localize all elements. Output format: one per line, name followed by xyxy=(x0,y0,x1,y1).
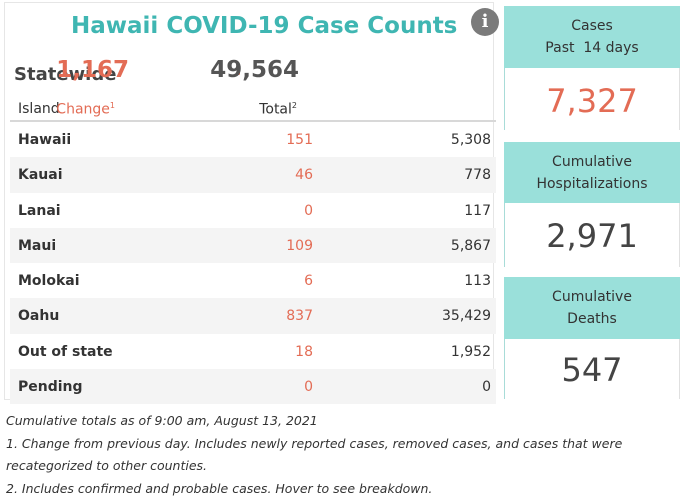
island-name: Kauai xyxy=(18,167,63,183)
total-value: 113 xyxy=(464,273,491,289)
total-value: 5,308 xyxy=(451,132,491,148)
kpi-cases-header: Cases Past 14 days xyxy=(504,6,680,68)
table-row[interactable]: Pending 0 0 xyxy=(10,369,496,404)
kpi-deaths-value: 547 xyxy=(504,339,680,399)
kpi-hospitalizations-subtitle: Hospitalizations xyxy=(504,173,680,195)
table-row[interactable]: Hawaii 151 5,308 xyxy=(10,122,496,157)
island-name: Pending xyxy=(18,379,83,395)
kpi-cases-value: 7,327 xyxy=(504,68,680,130)
footnote-as-of: Cumulative totals as of 9:00 am, August … xyxy=(6,410,682,433)
total-value: 1,952 xyxy=(451,344,491,360)
info-icon[interactable]: i xyxy=(471,8,499,36)
footnote-marker-1: 1 xyxy=(110,101,115,110)
statewide-total[interactable]: 49,564 xyxy=(210,57,299,83)
island-name: Hawaii xyxy=(18,132,71,148)
kpi-hospitalizations-value: 2,971 xyxy=(504,203,680,267)
table-row[interactable]: Oahu 837 35,429 xyxy=(10,298,496,333)
total-value: 117 xyxy=(464,203,491,219)
column-header-island[interactable]: Island xyxy=(18,101,60,117)
table-row[interactable]: Molokai 6 113 xyxy=(10,263,496,298)
kpi-deaths-subtitle: Deaths xyxy=(504,308,680,330)
change-value: 151 xyxy=(286,132,313,148)
statewide-change[interactable]: 1,167 xyxy=(56,57,129,83)
change-value: 18 xyxy=(295,344,313,360)
column-header-island-label: Island xyxy=(18,101,60,117)
total-value: 35,429 xyxy=(442,308,491,324)
island-name: Maui xyxy=(18,238,56,254)
column-header-total[interactable]: Total2 xyxy=(259,101,297,118)
kpi-deaths-header: Cumulative Deaths xyxy=(504,277,680,339)
column-header-change[interactable]: Change1 xyxy=(56,101,115,118)
change-value: 837 xyxy=(286,308,313,324)
island-name: Lanai xyxy=(18,203,61,219)
kpi-hospitalizations-title: Cumulative xyxy=(504,151,680,173)
table-row[interactable]: Lanai 0 117 xyxy=(10,193,496,228)
island-name: Molokai xyxy=(18,273,80,289)
change-value: 0 xyxy=(304,379,313,395)
column-header-total-label: Total xyxy=(259,102,292,118)
kpi-cases-14-days[interactable]: Cases Past 14 days 7,327 xyxy=(504,6,680,130)
kpi-cases-subtitle: Past 14 days xyxy=(504,37,680,59)
table-row[interactable]: Out of state 18 1,952 xyxy=(10,334,496,369)
footnote-1-continued: recategorized to other counties. xyxy=(6,455,682,478)
footnote-marker-2: 2 xyxy=(292,101,297,110)
footnote-1: 1. Change from previous day. Includes ne… xyxy=(6,433,682,456)
island-name: Oahu xyxy=(18,308,59,324)
kpi-hospitalizations-header: Cumulative Hospitalizations xyxy=(504,142,680,203)
kpi-deaths-title: Cumulative xyxy=(504,286,680,308)
change-value: 109 xyxy=(286,238,313,254)
footnote-2: 2. Includes confirmed and probable cases… xyxy=(6,478,682,500)
footnotes: Cumulative totals as of 9:00 am, August … xyxy=(6,410,682,500)
table-row[interactable]: Kauai 46 778 xyxy=(10,157,496,192)
kpi-cases-title: Cases xyxy=(504,15,680,37)
total-value: 0 xyxy=(482,379,491,395)
total-value: 5,867 xyxy=(451,238,491,254)
table-row[interactable]: Maui 109 5,867 xyxy=(10,228,496,263)
island-table: Hawaii 151 5,308 Kauai 46 778 Lanai 0 11… xyxy=(10,122,496,404)
case-counts-card: Hawaii COVID-19 Case Counts i Statewide … xyxy=(4,2,494,400)
change-value: 46 xyxy=(295,167,313,183)
page-title: Hawaii COVID-19 Case Counts xyxy=(71,13,457,39)
column-header-change-label: Change xyxy=(56,102,110,118)
kpi-hospitalizations[interactable]: Cumulative Hospitalizations 2,971 xyxy=(504,142,680,267)
total-value: 778 xyxy=(464,167,491,183)
kpi-deaths[interactable]: Cumulative Deaths 547 xyxy=(504,277,680,399)
change-value: 6 xyxy=(304,273,313,289)
island-name: Out of state xyxy=(18,344,113,360)
change-value: 0 xyxy=(304,203,313,219)
